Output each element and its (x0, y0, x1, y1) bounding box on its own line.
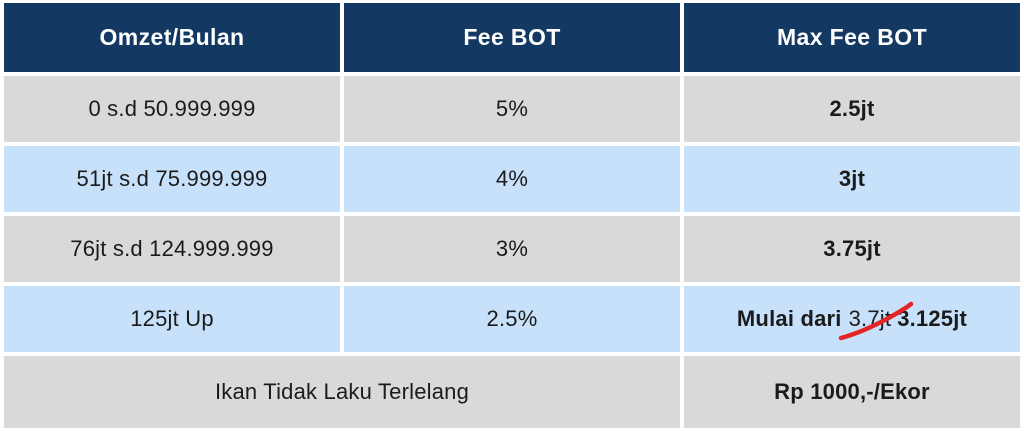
table-cell-fee-row3: 3% (344, 216, 680, 282)
table-cell-fee-row2: 4% (344, 146, 680, 212)
table-cell-omzet-row4: 125jt Up (4, 286, 340, 352)
max-fee-old-value: 3.7jt (848, 306, 892, 331)
max-fee-value: 3jt (838, 166, 866, 191)
column-header-max-fee-bot: Max Fee BOT (684, 3, 1020, 72)
max-fee-old-value-struck: 3.7jt (838, 301, 913, 341)
table-cell-maxfee-row1: 2.5jt (684, 76, 1020, 142)
table-cell-omzet-row3: 76jt s.d 124.999.999 (4, 216, 340, 282)
column-header-omzet-bulan: Omzet/Bulan (4, 3, 340, 72)
omzet-range-value: 51jt s.d 75.999.999 (76, 166, 268, 191)
table-cell-maxfee-row2: 3jt (684, 146, 1020, 212)
table-cell-footer-value: Rp 1000,-/Ekor (684, 356, 1020, 428)
column-header-label: Fee BOT (463, 24, 561, 50)
fee-percent-value: 5% (495, 96, 529, 121)
footer-label: Ikan Tidak Laku Terlelang (214, 379, 470, 404)
fee-percent-value: 3% (495, 236, 529, 261)
table-cell-maxfee-row3: 3.75jt (684, 216, 1020, 282)
fee-percent-value: 2.5% (486, 306, 538, 331)
max-fee-prefix: Mulai dari (736, 306, 842, 331)
omzet-range-value: 0 s.d 50.999.999 (88, 96, 256, 121)
omzet-range-value: 125jt Up (130, 306, 214, 331)
max-fee-new-value: 3.125jt (897, 306, 968, 331)
table-cell-fee-row1: 5% (344, 76, 680, 142)
footer-value: Rp 1000,-/Ekor (774, 379, 930, 404)
column-header-label: Omzet/Bulan (99, 24, 245, 50)
omzet-range-value: 76jt s.d 124.999.999 (70, 236, 274, 261)
table-cell-fee-row4: 2.5% (344, 286, 680, 352)
table-cell-footer-label: Ikan Tidak Laku Terlelang (4, 356, 680, 428)
table-cell-omzet-row1: 0 s.d 50.999.999 (4, 76, 340, 142)
table-cell-omzet-row2: 51jt s.d 75.999.999 (4, 146, 340, 212)
table-cell-maxfee-row4: Mulai dari 3.7jt 3.125jt (684, 286, 1020, 352)
max-fee-value: 3.75jt (823, 236, 881, 261)
max-fee-value: 2.5jt (829, 96, 875, 121)
column-header-label: Max Fee BOT (776, 24, 928, 50)
column-header-fee-bot: Fee BOT (344, 3, 680, 72)
fee-percent-value: 4% (495, 166, 529, 191)
